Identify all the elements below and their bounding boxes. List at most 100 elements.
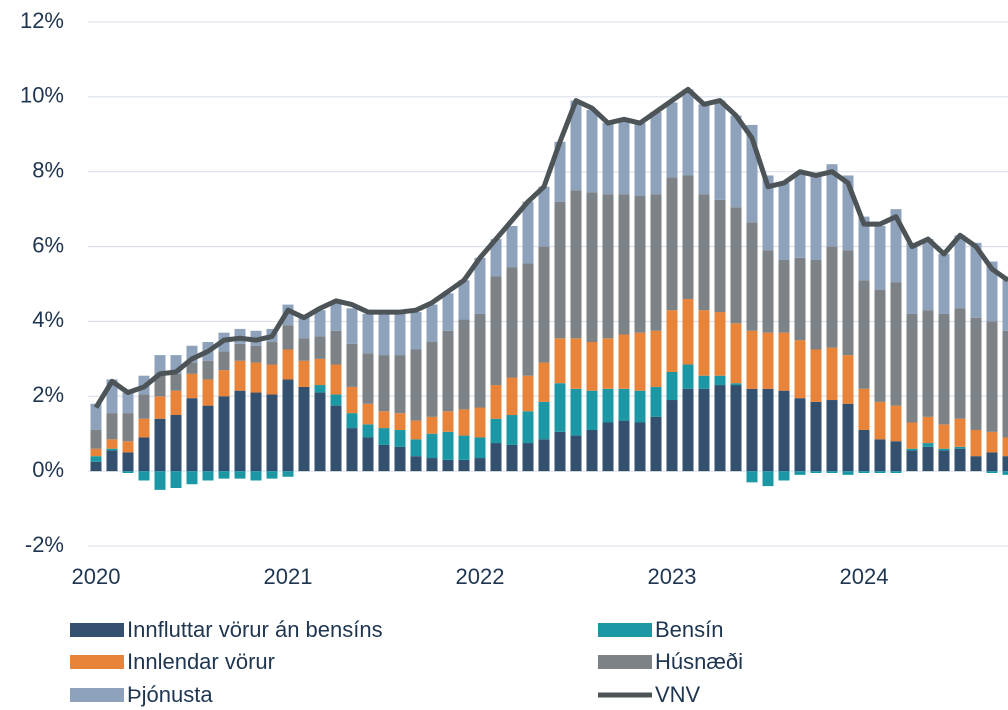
bar-segment — [858, 280, 870, 389]
bar-segment — [986, 321, 998, 432]
bar-segment — [554, 383, 566, 432]
bar-segment — [698, 104, 710, 195]
bar-segment — [906, 313, 918, 423]
bar-segment — [122, 441, 134, 453]
bar-segment — [90, 448, 102, 457]
bar-segment — [106, 450, 118, 472]
legend-label: Bensín — [655, 617, 724, 642]
bar-segment — [602, 123, 614, 195]
bar-segment — [762, 388, 774, 472]
bar-segment — [442, 459, 454, 472]
bar-segment — [714, 100, 726, 200]
bar-segment — [282, 325, 294, 350]
bar-segment — [362, 437, 374, 472]
bar-segment — [970, 317, 982, 430]
bar-segment — [394, 313, 406, 356]
bar-segment — [154, 471, 166, 490]
bar-segment — [890, 405, 902, 442]
bar-segment — [698, 194, 710, 311]
bar-segment — [826, 471, 838, 474]
bar-segment — [90, 403, 102, 430]
bar-segment — [282, 471, 294, 477]
bar-segment — [378, 313, 390, 356]
bar-segment — [458, 280, 470, 320]
bar-segment — [90, 461, 102, 472]
bar-segment — [810, 349, 822, 402]
bar-segment — [266, 364, 278, 395]
bar-segment — [794, 471, 806, 475]
bar-segment — [986, 431, 998, 453]
bar-segment — [682, 298, 694, 365]
bar-segment — [618, 334, 630, 389]
bar-segment — [522, 263, 534, 376]
bar-segment — [730, 385, 742, 472]
bar-segment — [650, 194, 662, 331]
bar-segment — [410, 349, 422, 421]
bar-segment — [202, 471, 214, 481]
bar-segment — [954, 308, 966, 419]
bar-segment — [938, 424, 950, 449]
bar-segment — [746, 222, 758, 331]
bar-segment — [842, 355, 854, 404]
bar-segment — [922, 443, 934, 447]
bar-segment — [154, 355, 166, 374]
bar-segment — [602, 422, 614, 472]
bar-segment — [394, 429, 406, 447]
bar-segment — [890, 471, 902, 474]
bar-segment — [650, 386, 662, 417]
bar-segment — [170, 355, 182, 374]
bar-segment — [634, 196, 646, 333]
bar-segment — [346, 308, 358, 344]
bar-segment — [170, 373, 182, 391]
bar-segment — [362, 353, 374, 404]
bar-segment — [154, 418, 166, 472]
bar-segment — [138, 471, 150, 481]
legend-swatch — [70, 655, 124, 669]
bar-segment — [794, 173, 806, 258]
bar-segment — [378, 444, 390, 472]
bar-segment — [554, 141, 566, 202]
bar-segment — [810, 259, 822, 350]
bar-segment — [730, 207, 742, 324]
bar-segment — [970, 242, 982, 318]
bar-segment — [138, 437, 150, 472]
bar-segment — [986, 261, 998, 322]
bar-segment — [218, 396, 230, 472]
bar-segment — [234, 343, 246, 361]
legend-label: Innfluttar vörur án bensíns — [127, 617, 383, 642]
bar-segment — [378, 411, 390, 429]
bar-segment — [122, 413, 134, 442]
bar-segment — [378, 355, 390, 412]
bar-segment — [122, 471, 134, 474]
bar-segment — [922, 310, 934, 417]
bar-segment — [714, 385, 726, 472]
bar-segment — [954, 235, 966, 309]
bar-segment — [778, 332, 790, 391]
bar-segment — [1002, 456, 1008, 472]
bar-segment — [762, 250, 774, 333]
bar-segment — [602, 388, 614, 423]
bar-segment — [138, 394, 150, 419]
bar-segment — [634, 332, 646, 391]
bar-segment — [634, 123, 646, 197]
legend-label: Húsnæði — [655, 649, 743, 674]
bar-segment — [618, 420, 630, 472]
x-tick-label: 2023 — [648, 564, 697, 589]
bar-segment — [794, 398, 806, 472]
bar-segment — [810, 401, 822, 472]
bar-segment — [538, 186, 550, 247]
bar-segment — [746, 124, 758, 223]
bar-segment — [666, 400, 678, 472]
bar-segment — [586, 429, 598, 472]
bar-segment — [394, 355, 406, 414]
bar-segment — [778, 390, 790, 472]
y-tick-label: 6% — [32, 232, 64, 257]
bar-segment — [650, 111, 662, 195]
bar-segment — [858, 388, 870, 430]
bar-segment — [426, 433, 438, 459]
bar-segment — [442, 431, 454, 460]
bar-segment — [714, 199, 726, 313]
bar-segment — [890, 209, 902, 283]
bar-segment — [346, 413, 358, 429]
